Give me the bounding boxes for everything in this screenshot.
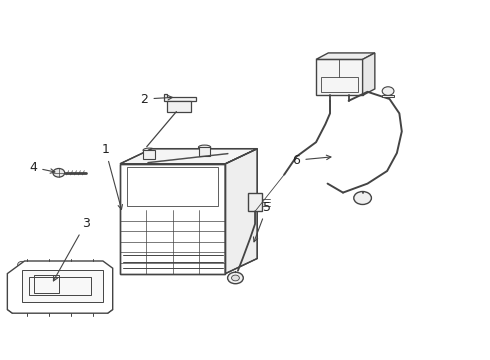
Polygon shape [120,164,225,274]
Text: 4: 4 [29,161,55,174]
Polygon shape [120,149,257,164]
Circle shape [231,275,239,281]
Polygon shape [164,94,196,101]
Text: 3: 3 [53,217,90,281]
Text: 6: 6 [293,154,331,167]
Polygon shape [199,147,211,156]
Polygon shape [316,53,375,59]
Circle shape [227,272,243,284]
Circle shape [94,301,102,307]
Polygon shape [363,53,375,95]
Ellipse shape [143,148,155,152]
Polygon shape [7,261,113,313]
Circle shape [175,104,182,109]
Polygon shape [316,59,363,95]
Circle shape [18,301,26,307]
Circle shape [18,261,26,268]
Circle shape [173,102,185,111]
Circle shape [94,261,102,268]
Text: 5: 5 [253,201,271,242]
Polygon shape [247,193,263,211]
Polygon shape [22,270,103,302]
Circle shape [382,87,394,95]
Circle shape [354,192,371,204]
Ellipse shape [198,145,211,149]
Ellipse shape [198,154,211,159]
Polygon shape [225,149,257,274]
Ellipse shape [143,157,155,162]
Polygon shape [143,150,155,159]
Text: 2: 2 [141,93,172,105]
Polygon shape [167,101,191,112]
Text: 1: 1 [101,143,122,209]
Circle shape [53,168,65,177]
Polygon shape [382,95,394,97]
